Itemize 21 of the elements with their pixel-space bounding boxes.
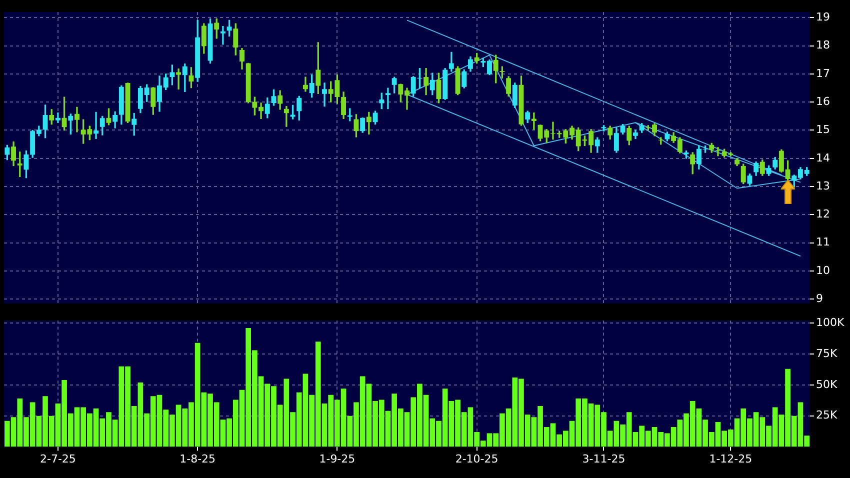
y-tick-label: 75K [816, 346, 838, 360]
y-tick-label: 10 [816, 264, 830, 277]
y-tick-label: 16 [816, 94, 830, 108]
y-tick-label: 15 [816, 123, 830, 136]
x-tick-label: 2-10-25 [455, 452, 498, 466]
y-tick-label: 18 [816, 38, 830, 52]
y-tick-label: 11 [816, 236, 830, 249]
x-tick-label: 1-12-25 [709, 452, 752, 466]
y-tick-label: 19 [816, 10, 830, 24]
y-tick-label: 13 [816, 179, 830, 192]
x-tick-label: 1-8-25 [180, 452, 216, 466]
y-tick-label: 9 [816, 292, 823, 306]
y-tick-label: 100K [816, 316, 845, 329]
x-tick-label: 2-7-25 [40, 452, 76, 466]
y-tick-label: 25K [816, 408, 838, 422]
y-tick-label: 14 [816, 151, 830, 164]
x-tick-label: 3-11-25 [582, 452, 626, 466]
y-tick-label: 17 [816, 66, 830, 80]
x-tick-label: 1-9-25 [319, 452, 356, 466]
y-tick-label: 12 [816, 208, 830, 221]
y-tick-label: 50K [816, 378, 838, 391]
